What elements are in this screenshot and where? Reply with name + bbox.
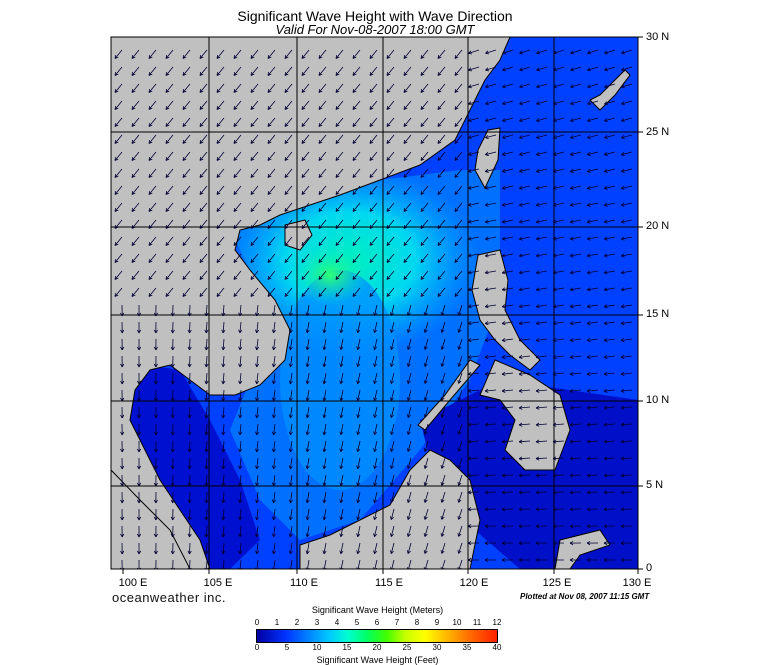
ocean-green-spot (290, 245, 370, 305)
brand-logo-text: oceanweather inc. (112, 590, 227, 605)
lon-label-120e: 120 E (459, 577, 489, 589)
land-taiwan (474, 127, 501, 190)
land-sulawesi (554, 529, 611, 569)
plotted-timestamp: Plotted at Nov 08, 2007 11:15 GMT (520, 592, 650, 601)
lon-label-130e: 130 E (622, 577, 652, 589)
legend-meters-tick: 12 (492, 618, 502, 627)
legend-feet-tick: 20 (372, 643, 382, 652)
legend-feet-tick: 15 (342, 643, 352, 652)
legend-meters-tick: 7 (394, 618, 400, 627)
map-frame (110, 36, 639, 570)
lat-label-0: 0 (646, 562, 653, 574)
legend-meters-tick: 3 (314, 618, 320, 627)
lat-label-20n: 20 N (646, 220, 670, 232)
lat-label-30n: 30 N (646, 31, 670, 43)
wave-direction-arrows (114, 49, 633, 569)
lon-label-110e: 110 E (290, 577, 318, 589)
legend-meters-tick: 5 (354, 618, 360, 627)
lon-label-105e: 105 E (203, 577, 233, 589)
ocean-cyan-tail (280, 270, 400, 490)
legend-feet-title: Significant Wave Height (Feet) (316, 655, 439, 665)
legend-meters-tick: 9 (434, 618, 440, 627)
legend-meters-tick: 6 (374, 618, 380, 627)
lon-label-100e: 100 E (118, 577, 148, 589)
land-borneo (299, 449, 481, 569)
legend-feet-tick: 40 (492, 643, 502, 652)
legend-colorbar (256, 629, 498, 643)
legend-feet-tick: 5 (284, 643, 290, 652)
legend-feet-tick: 35 (462, 643, 472, 652)
lon-label-125e: 125 E (542, 577, 572, 589)
lon-label-115e: 115 E (375, 577, 403, 589)
land-ryukyu (589, 69, 631, 111)
legend-meters-tick: 4 (334, 618, 340, 627)
land-visayas-mindanao (479, 359, 571, 471)
legend-feet-tick: 10 (312, 643, 322, 652)
legend-feet-tick: 0 (254, 643, 260, 652)
lat-lon-grid (111, 37, 638, 569)
legend-meters-tick: 0 (254, 618, 260, 627)
legend-meters-tick: 10 (452, 618, 462, 627)
lat-label-15n: 15 N (646, 308, 670, 320)
legend-meters-tick: 11 (472, 618, 482, 627)
lat-label-25n: 25 N (646, 126, 670, 138)
land-asia (111, 37, 511, 569)
lat-label-10n: 10 N (646, 394, 670, 406)
legend-feet-tick: 25 (402, 643, 412, 652)
map-title: Significant Wave Height with Wave Direct… (237, 8, 513, 24)
axis-ticks (122, 36, 643, 574)
legend-meters-tick: 8 (414, 618, 420, 627)
legend-feet-tick: 30 (432, 643, 442, 652)
lat-label-5n: 5 N (646, 479, 664, 491)
legend-meters-tick: 2 (294, 618, 300, 627)
legend-meters-title: Significant Wave Height (Meters) (311, 605, 444, 615)
land-palawan (417, 359, 481, 431)
legend-meters-tick: 1 (274, 618, 280, 627)
land-sumatra (111, 469, 191, 569)
map-subtitle: Valid For Nov-08-2007 18:00 GMT (275, 22, 475, 37)
